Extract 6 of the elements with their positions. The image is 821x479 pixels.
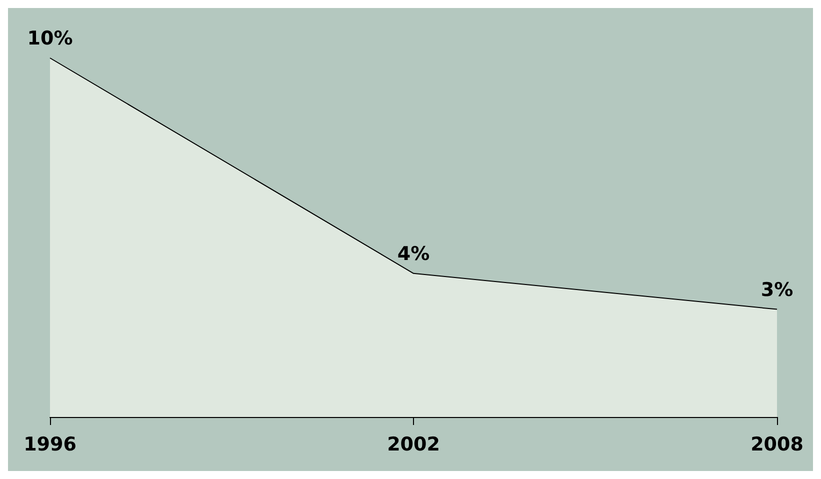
data-label: 3% — [760, 278, 794, 301]
data-label: 4% — [397, 242, 430, 265]
x-tick-label: 2008 — [750, 434, 804, 456]
x-tick-label: 1996 — [24, 434, 76, 456]
x-tick-label: 2002 — [387, 434, 440, 456]
data-label: 10% — [27, 28, 73, 50]
